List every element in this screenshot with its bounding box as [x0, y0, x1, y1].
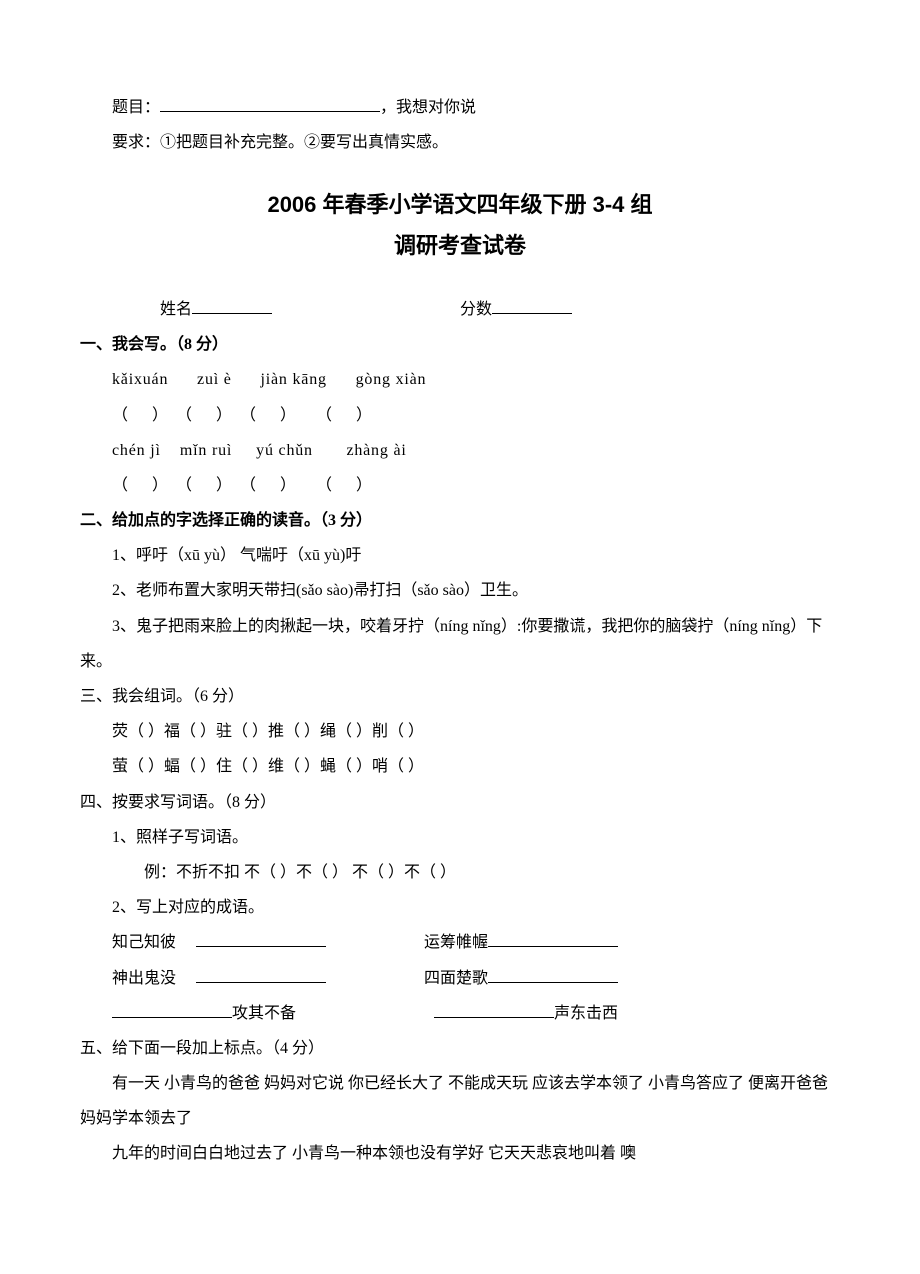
- topic-line: 题目： ，我想对你说: [80, 90, 840, 125]
- requirement-text: 要求：①把题目补充完整。②要写出真情实感。: [112, 134, 448, 151]
- pair3a: 攻其不备: [232, 1005, 296, 1022]
- pair2b-blank[interactable]: [488, 966, 618, 983]
- pair1a: 知己知彼: [112, 934, 176, 951]
- s4-pair-row-1: 知己知彼 运筹帷幄: [80, 925, 840, 960]
- s2-item-3: 3、鬼子把雨来脸上的肉揪起一块，咬着牙拧（níng nǐng）:你要撒谎，我把你…: [80, 609, 840, 679]
- pair2b: 四面楚歌: [424, 970, 488, 987]
- section-2-heading: 二、给加点的字选择正确的读音。（3 分）: [80, 503, 840, 538]
- s5-para-1: 有一天 小青鸟的爸爸 妈妈对它说 你已经长大了 不能成天玩 应该去学本领了 小青…: [80, 1066, 840, 1136]
- topic-tail: ，我想对你说: [380, 99, 476, 116]
- s4-pair-row-2: 神出鬼没 四面楚歌: [80, 961, 840, 996]
- s5-para-2: 九年的时间白白地过去了 小青鸟一种本领也没有学好 它天天悲哀地叫着 噢: [80, 1136, 840, 1171]
- name-blank[interactable]: [192, 297, 272, 314]
- pair1a-blank[interactable]: [196, 930, 326, 947]
- pair3b-blank[interactable]: [434, 1001, 554, 1018]
- main-title-line2: 调研考查试卷: [80, 231, 840, 262]
- score-label: 分数: [460, 301, 492, 318]
- score-blank[interactable]: [492, 297, 572, 314]
- pair2a-blank[interactable]: [196, 966, 326, 983]
- section-3-heading: 三、我会组词。（6 分）: [80, 679, 840, 714]
- name-label: 姓名: [160, 301, 192, 318]
- main-title-line1: 2006 年春季小学语文四年级下册 3-4 组: [80, 190, 840, 221]
- s4-pair-row-3: 攻其不备 声东击西: [80, 996, 840, 1031]
- paren-row-1[interactable]: （ ） （ ） （ ） （ ）: [80, 398, 840, 433]
- pair3b: 声东击西: [554, 1005, 618, 1022]
- pinyin-row-1: kǎixuán zuì è jiàn kāng gòng xiàn: [80, 362, 840, 397]
- pair1b-blank[interactable]: [488, 930, 618, 947]
- s4-example[interactable]: 例：不折不扣 不（ ）不（ ） 不（ ）不（ ）: [80, 855, 840, 890]
- pair1b: 运筹帷幄: [424, 934, 488, 951]
- s2-item-2: 2、老师布置大家明天带扫(sǎo sào)帚打扫（sǎo sào）卫生。: [80, 573, 840, 608]
- pinyin-row-2: chén jì mǐn ruì yú chǔn zhàng ài: [80, 433, 840, 468]
- s3-line-1[interactable]: 荧（ ）福（ ）驻（ ）推（ ）绳（ ）削（ ）: [80, 714, 840, 749]
- topic-blank[interactable]: [160, 95, 380, 112]
- requirement-line: 要求：①把题目补充完整。②要写出真情实感。: [80, 125, 840, 160]
- section-1-heading: 一、我会写。（8 分）: [80, 327, 840, 362]
- pair2a: 神出鬼没: [112, 970, 176, 987]
- pair3a-blank[interactable]: [112, 1001, 232, 1018]
- topic-label: 题目：: [112, 99, 160, 116]
- s4-sub1: 1、照样子写词语。: [80, 820, 840, 855]
- section-5-heading: 五、给下面一段加上标点。（4 分）: [80, 1031, 840, 1066]
- s3-line-2[interactable]: 萤（ ）蝠（ ）住（ ）维（ ）蝇（ ）哨（ ）: [80, 749, 840, 784]
- paren-row-2[interactable]: （ ） （ ） （ ） （ ）: [80, 468, 840, 503]
- name-score-row: 姓名 分数: [80, 292, 840, 327]
- s2-item-1: 1、呼吁（xū yù） 气喘吁（xū yù)吁: [80, 538, 840, 573]
- section-4-heading: 四、按要求写词语。（8 分）: [80, 785, 840, 820]
- s4-sub2: 2、写上对应的成语。: [80, 890, 840, 925]
- worksheet-page: 题目： ，我想对你说 要求：①把题目补充完整。②要写出真情实感。 2006 年春季…: [0, 0, 920, 1212]
